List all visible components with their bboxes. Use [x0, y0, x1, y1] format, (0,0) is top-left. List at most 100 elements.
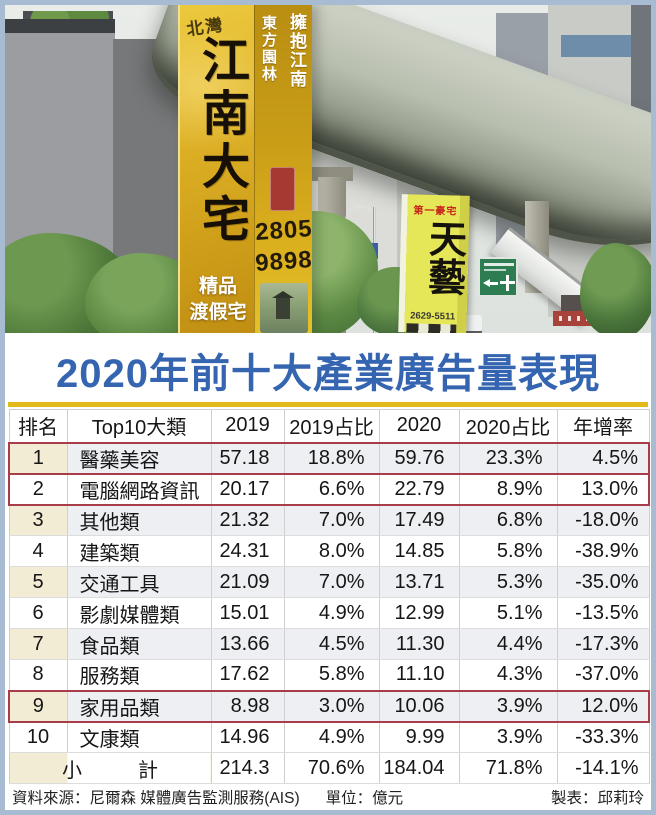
page-title: 2020年前十大產業廣告量表現	[56, 352, 600, 396]
table-cell: 4	[8, 535, 68, 567]
road-sign-left-arrow-icon	[483, 279, 490, 287]
table-cell: 21.09	[210, 566, 285, 598]
table-cell: 3.0%	[283, 689, 380, 723]
table-cell: -13.5%	[556, 597, 650, 629]
road-sign-cross-icon-2	[500, 281, 515, 284]
street-photo: 北灣 江南大宅 精品 渡假宅 東方園林 擁抱江南 2805 9898 第一豪宅 …	[5, 5, 651, 333]
table-cell: 13.66	[210, 628, 285, 660]
table-row: 2 電腦網路資訊 20.17 6.6% 22.79 8.9% 13.0%	[8, 472, 650, 506]
billboard-tianyi: 第一豪宅 天藝 2629-5511	[398, 194, 470, 333]
table-cell: 21.32	[210, 504, 285, 536]
table-cell: 12.99	[378, 597, 460, 629]
table-cell: 建築類	[66, 535, 212, 567]
table-row: 10 文康類 14.96 4.9% 9.99 3.9% -33.3%	[8, 721, 650, 753]
table-row: 7 食品類 13.66 4.5% 11.30 4.4% -17.3%	[8, 628, 650, 660]
billboard-tianyi-partial-text	[406, 323, 457, 333]
column-header: 2019	[210, 409, 285, 443]
table-cell: -37.0%	[556, 659, 650, 691]
column-header: 2020	[378, 409, 460, 443]
table-row: 4 建築類 24.31 8.0% 14.85 5.8% -38.9%	[8, 535, 650, 567]
table-cell: -14.1%	[556, 752, 650, 784]
pagoda-silhouette	[272, 291, 294, 319]
table-cell: 4.9%	[283, 721, 380, 753]
unit-note: 單位：億元	[325, 790, 404, 807]
table-total-row: 小 計 214.3 70.6% 184.04 71.8% -14.1%	[8, 752, 650, 784]
table-cell: 7	[8, 628, 68, 660]
billboard-jiangnan: 北灣 江南大宅 精品 渡假宅 東方園林 擁抱江南 2805 9898	[178, 5, 314, 333]
table-cell: 6.6%	[283, 472, 380, 506]
table-cell: -33.3%	[556, 721, 650, 753]
column-header: Top10大類	[66, 409, 212, 443]
table-cell: 70.6%	[283, 752, 380, 784]
billboard-tianyi-headline: 天藝	[421, 218, 466, 296]
table-cell: 4.5%	[283, 628, 380, 660]
table-cell: 2	[8, 472, 68, 506]
table-cell: 20.17	[210, 472, 285, 506]
table-cell: 9	[8, 689, 68, 723]
table-cell: 10.06	[378, 689, 460, 723]
table-cell: 10	[8, 721, 68, 753]
table-cell: 文康類	[66, 721, 212, 753]
table-cell: 214.3	[210, 752, 285, 784]
table-cell: 5.8%	[283, 659, 380, 691]
total-label: 小 計	[8, 752, 212, 784]
credit-note: 製表：邱莉玲	[550, 790, 644, 807]
table-cell: 57.18	[210, 441, 285, 475]
billboard-jiangnan-side: 東方園林 擁抱江南 2805 9898	[254, 5, 314, 333]
billboard-tianyi-phone: 2629-5511	[410, 310, 456, 323]
table-cell: 59.76	[378, 441, 460, 475]
table-cell: 5.1%	[458, 597, 558, 629]
billboard-side-text-inner: 擁抱江南	[287, 13, 306, 89]
table-cell: 5.3%	[458, 566, 558, 598]
table-cell: 11.30	[378, 628, 460, 660]
table-cell: 8.0%	[283, 535, 380, 567]
table-row: 1 醫藥美容 57.18 18.8% 59.76 23.3% 4.5%	[8, 441, 650, 475]
table-row: 5 交通工具 21.09 7.0% 13.71 5.3% -35.0%	[8, 566, 650, 598]
billboard-subtext-1: 精品	[198, 276, 237, 297]
table-body: 1 醫藥美容 57.18 18.8% 59.76 23.3% 4.5% 2 電腦網路資訊 20.1…	[8, 441, 650, 784]
table-cell: 17.49	[378, 504, 460, 536]
table-header: 排名 Top10大類 2019 2019占比 2020 2020占比 年增率	[8, 409, 650, 443]
table-cell: 14.96	[210, 721, 285, 753]
table-footer: 資料來源：尼爾森 媒體廣告監測服務(AIS) 單位：億元 製表：邱莉玲	[8, 786, 648, 808]
table-cell: 9.99	[378, 721, 460, 753]
column-header: 年增率	[556, 409, 650, 443]
table-cell: 5	[8, 566, 68, 598]
building-right-3	[631, 5, 651, 125]
billboard-phone-1: 2805	[254, 215, 314, 246]
table-cell: 14.85	[378, 535, 460, 567]
table-cell: 3.9%	[458, 721, 558, 753]
table-cell: 醫藥美容	[66, 441, 212, 475]
table-cell: 其他類	[66, 504, 212, 536]
billboard-tianyi-tagline: 第一豪宅	[413, 205, 458, 218]
gold-divider	[8, 402, 648, 407]
table-cell: -17.3%	[556, 628, 650, 660]
table-cell: 7.0%	[283, 504, 380, 536]
column-header: 2019占比	[283, 409, 380, 443]
table-cell: 8	[8, 659, 68, 691]
table-cell: 13.0%	[556, 472, 650, 506]
table-cell: 4.4%	[458, 628, 558, 660]
table-cell: -35.0%	[556, 566, 650, 598]
table-row: 9 家用品類 8.98 3.0% 10.06 3.9% 12.0%	[8, 689, 650, 723]
building-left-1-roof	[5, 19, 115, 33]
table-cell: 1	[8, 441, 68, 475]
table-cell: 電腦網路資訊	[66, 472, 212, 506]
road-sign-text-bar-2	[484, 269, 506, 271]
table-cell: 11.10	[378, 659, 460, 691]
table-cell: 食品類	[66, 628, 212, 660]
table-cell: 影劇媒體類	[66, 597, 212, 629]
table-cell: 8.9%	[458, 472, 558, 506]
table-cell: 6.8%	[458, 504, 558, 536]
billboard-headline: 江南大宅	[194, 35, 247, 247]
table-cell: 15.01	[210, 597, 285, 629]
billboard-garden-image	[260, 283, 308, 333]
table-cell: 交通工具	[66, 566, 212, 598]
table-cell: 22.79	[378, 472, 460, 506]
table-cell: 18.8%	[283, 441, 380, 475]
road-sign-text-bar	[484, 263, 514, 266]
table-cell: 184.04	[378, 752, 460, 784]
billboard-subtext-2: 渡假宅	[189, 302, 247, 323]
table-cell: -18.0%	[556, 504, 650, 536]
